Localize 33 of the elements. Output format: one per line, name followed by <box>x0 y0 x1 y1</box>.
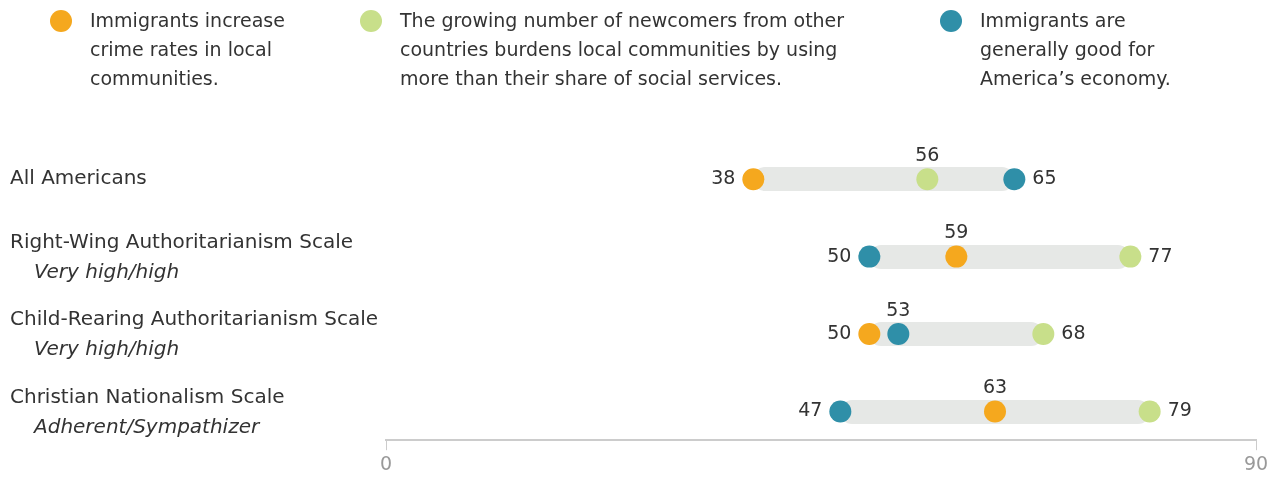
point <box>916 168 939 191</box>
point <box>1119 245 1142 268</box>
data-label: 59 <box>944 220 969 243</box>
data-label: 65 <box>1032 166 1057 189</box>
data-label: 53 <box>886 297 911 320</box>
y-tick-label: Child-Rearing Authoritarianism Scale Very high/high <box>10 306 379 361</box>
point <box>887 323 910 346</box>
point <box>984 400 1006 423</box>
point <box>858 245 881 268</box>
x-tick-label: 90 <box>1243 451 1269 474</box>
point <box>742 168 765 191</box>
point <box>1138 400 1161 423</box>
data-label: 77 <box>1148 243 1173 266</box>
data-label: 50 <box>827 243 852 266</box>
point <box>858 323 881 346</box>
legend-label: Immigrants increase crime rates in local communities. <box>90 8 286 91</box>
data-label: 68 <box>1061 321 1086 344</box>
point <box>1003 168 1026 191</box>
y-tick-label: Right-Wing Authoritarianism Scale Very high/high <box>10 228 354 283</box>
legend-label: Immigrants are generally good for America’s economy. <box>980 8 1172 91</box>
legend-label: The growing number of newcomers from other countries burdens local communities by using more than their share of social services. <box>400 8 846 91</box>
y-tick-label: All Americans <box>10 165 147 190</box>
point <box>829 400 852 423</box>
data-label: 63 <box>982 374 1008 397</box>
data-label: 79 <box>1167 398 1192 421</box>
data-label: 56 <box>915 142 940 165</box>
point <box>1032 323 1055 346</box>
data-label: 50 <box>827 321 852 344</box>
point <box>945 245 968 268</box>
y-tick-label: Christian Nationalism Scale Adherent/Sympathizer <box>10 383 285 438</box>
data-label: 47 <box>798 398 823 421</box>
data-label: 38 <box>711 166 736 189</box>
x-tick-label: 0 <box>379 451 393 474</box>
